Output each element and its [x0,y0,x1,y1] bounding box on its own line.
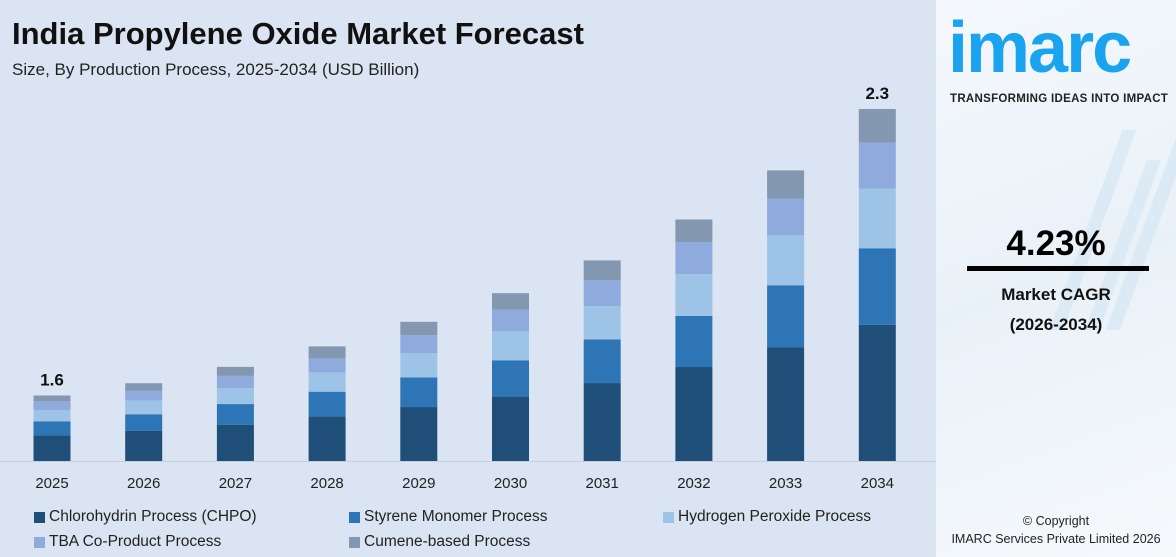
x-tick-label: 2031 [586,475,619,492]
imarc-logo: imarc [948,12,1131,86]
bar-segment-2029-3 [400,353,438,378]
bar-segment-2026-2 [125,414,163,431]
legend-swatch [349,511,360,523]
x-tick-label: 2030 [494,475,527,492]
bar-segment-2032-3 [675,274,713,316]
bar-segment-2030-2 [492,360,529,397]
bar-segment-2027-5 [216,366,254,376]
x-tick-label: 2027 [219,475,252,492]
legend-swatch [663,511,674,523]
cagr-period: (2026-2034) [1009,315,1103,334]
bar-segment-2031-3 [583,306,621,340]
bar-segment-2030-5 [492,293,529,310]
legend-label: Cumene-based Process [364,533,531,550]
chart-subtitle: Size, By Production Process, 2025-2034 (… [12,60,420,79]
bar-segment-2025-5 [33,395,71,402]
bar-segment-2029-4 [400,335,438,354]
legend-label: TBA Co-Product Process [49,533,222,550]
bar-segment-2027-1 [216,424,254,461]
logo-tagline: TRANSFORMING IDEAS INTO IMPACT [950,93,1169,105]
x-tick-label: 2026 [127,475,160,492]
legend-swatch [34,536,45,548]
bar-segment-2026-3 [125,400,163,415]
bar-segment-2026-5 [125,383,163,391]
bar-segment-2034-2 [858,248,896,325]
bar-segment-2033-2 [767,285,805,348]
bar-segment-2025-3 [33,410,71,422]
bar-segment-2025-2 [33,421,71,436]
bar-segment-2031-1 [583,383,621,461]
bar-segment-2028-2 [308,391,346,417]
legend-label: Chlorohydrin Process (CHPO) [49,508,257,525]
bar-segment-2032-2 [675,315,713,368]
legend-swatch [349,536,360,548]
legend-item: Styrene Monomer Process [349,508,548,526]
bar-segment-2034-3 [858,188,896,249]
legend-item: Chlorohydrin Process (CHPO) [34,508,257,526]
x-tick-label: 2033 [769,475,802,492]
stacked-bar-chart: 2025 1.6 2026 2027 2028 2029 2030 2031 2032 2033 2… [0,84,936,492]
cagr-label: Market CAGR [1001,285,1111,304]
bar-segment-2026-1 [125,430,163,461]
bar-segment-2029-5 [400,321,438,336]
bar-segment-2028-3 [308,372,346,392]
chart-title: India Propylene Oxide Market Forecast [12,16,584,51]
legend-item: Hydrogen Peroxide Process [663,508,871,526]
x-tick-label: 2028 [310,475,343,492]
data-label: 2.3 [865,84,889,103]
cagr-divider [967,266,1149,271]
x-tick-label: 2025 [35,475,68,492]
bar-segment-2027-2 [216,404,254,425]
legend-item: TBA Co-Product Process [34,533,221,551]
bar-segment-2027-4 [216,375,254,389]
bar-segment-2028-4 [308,358,346,373]
cagr-value: 4.23% [1006,224,1106,263]
bar-segment-2033-4 [767,198,805,236]
bar-segment-2025-1 [33,435,71,461]
bar-segment-2032-1 [675,367,713,461]
x-tick-label: 2034 [861,475,894,492]
x-tick-label: 2032 [677,475,710,492]
chart-panel: India Propylene Oxide Market Forecast Si… [0,16,936,551]
legend-item: Cumene-based Process [349,533,530,551]
x-tick-label: 2029 [402,475,435,492]
legend-label: Hydrogen Peroxide Process [678,508,871,525]
bar-segment-2031-5 [583,260,621,281]
bar-segment-2026-4 [125,390,163,401]
copyright-line: © Copyright [1022,514,1090,528]
bar-segment-2033-5 [767,170,805,199]
bar-segment-2031-2 [583,339,621,384]
bar-segment-2033-1 [767,347,805,461]
bar-segment-2030-1 [492,396,529,461]
bar-segment-2032-4 [675,242,713,275]
info-sidebar: imarc TRANSFORMING IDEAS INTO IMPACT 4.2… [936,0,1176,557]
bar-segment-2030-3 [492,331,529,361]
bar-segment-2031-4 [583,280,621,307]
bar-segment-2030-4 [492,309,529,332]
bar-segment-2034-1 [858,324,896,461]
bar-segment-2028-5 [308,346,346,359]
bar-segment-2032-5 [675,219,713,243]
bar-segment-2028-1 [308,416,346,461]
data-label: 1.6 [40,371,64,390]
bar-segment-2033-3 [767,235,805,286]
bar-segment-2029-2 [400,377,438,408]
bar-segment-2034-5 [858,109,896,143]
bar-segment-2034-4 [858,142,896,189]
legend-label: Styrene Monomer Process [364,508,548,525]
bar-segment-2025-4 [33,401,71,411]
bar-segment-2027-3 [216,388,254,405]
copyright-owner: IMARC Services Private Limited 2026 [951,532,1161,546]
bar-segment-2029-1 [400,407,438,461]
legend-swatch [34,511,45,523]
